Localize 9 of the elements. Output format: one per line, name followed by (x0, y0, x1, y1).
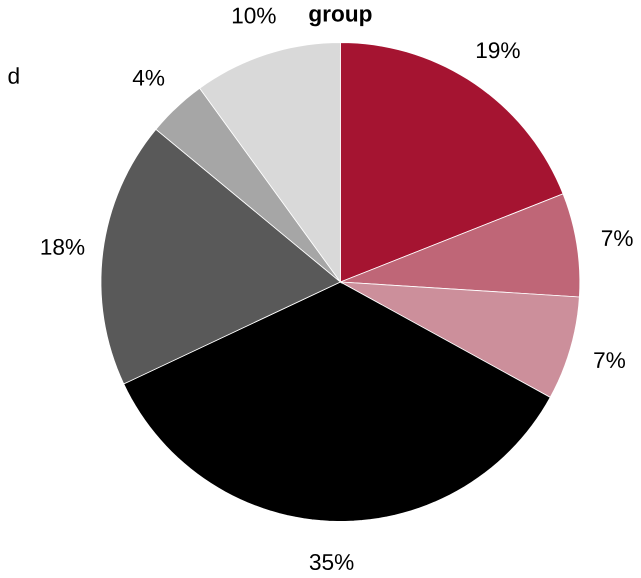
data-label: 18% (42, 239, 84, 256)
data-label: 4% (132, 70, 164, 86)
data-label: 10% (232, 8, 276, 24)
data-label: 19% (476, 42, 520, 58)
text: d (8, 67, 19, 84)
data-label: 35% (310, 554, 354, 570)
chart-title: group (309, 9, 372, 26)
data-label: 7% (602, 230, 633, 246)
data-label: 7% (594, 352, 625, 368)
